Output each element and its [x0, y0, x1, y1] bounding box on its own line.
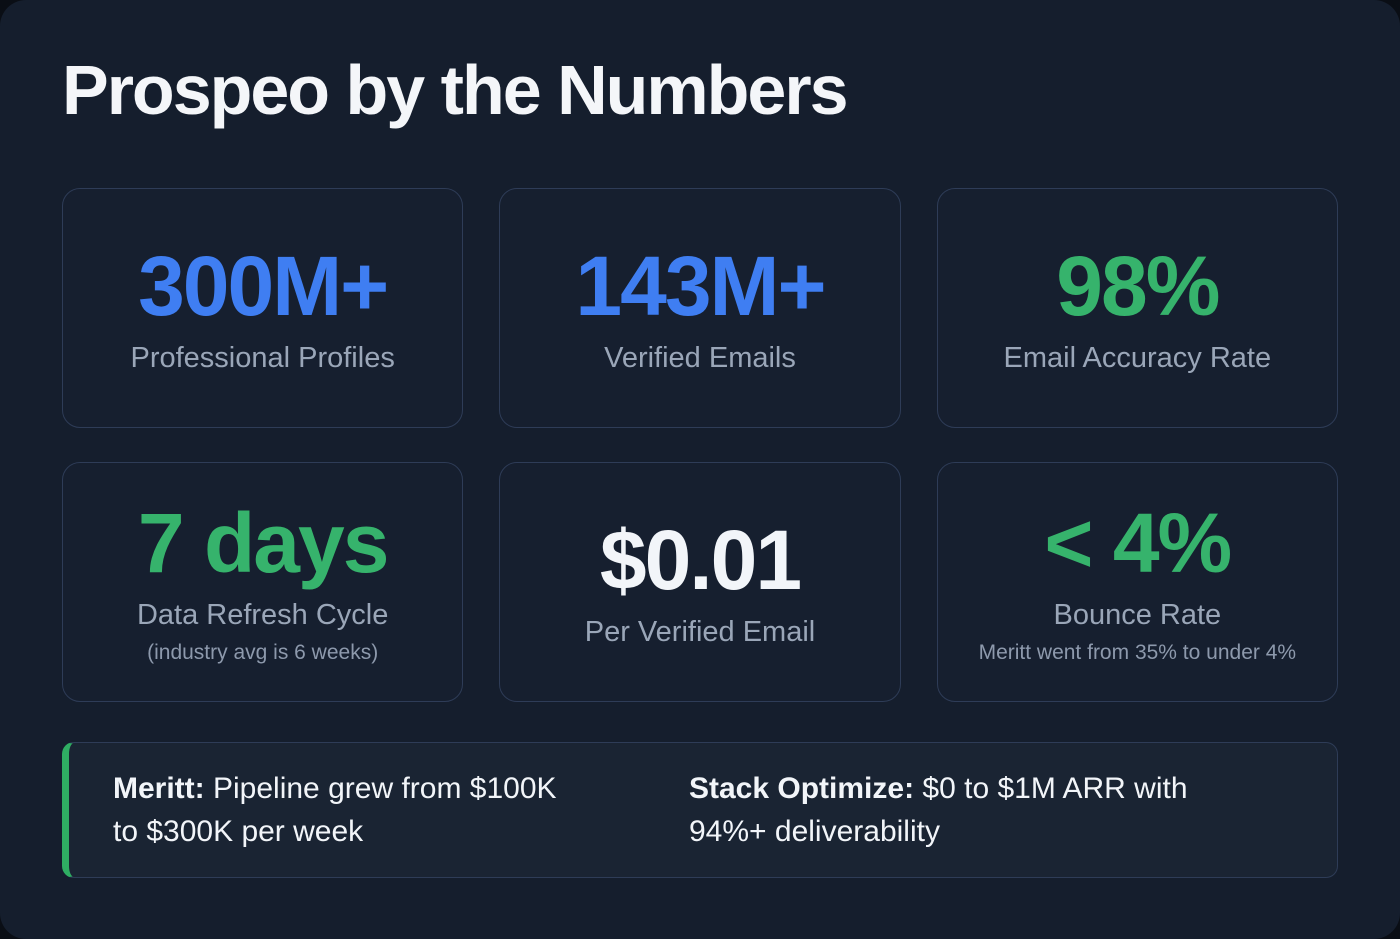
stat-label: Verified Emails — [604, 342, 796, 374]
banner-lead: Stack Optimize: — [689, 772, 915, 805]
stat-label: Data Refresh Cycle — [136, 599, 389, 631]
stat-value: < 4% — [1044, 496, 1232, 590]
stat-value: $0.01 — [599, 513, 802, 607]
banner-meritt-result: Meritt: Pipeline grew from $100K to $300… — [69, 767, 689, 853]
stats-grid: 300M+ Professional Profiles 143M+ Verifi… — [62, 188, 1338, 702]
stat-label: Professional Profiles — [130, 342, 395, 374]
banner-text: $0 to $1M ARR with 94%+ deliverability — [689, 772, 1188, 848]
stat-card-cost-per-email: $0.01 Per Verified Email — [499, 462, 901, 702]
stat-value: 143M+ — [575, 239, 826, 333]
stat-card-data-refresh: 7 days Data Refresh Cycle (industry avg … — [62, 462, 464, 702]
stat-value: 7 days — [137, 496, 390, 590]
stat-note: (industry avg is 6 weeks) — [147, 641, 379, 664]
banner-text: Pipeline grew from $100K to $300K per we… — [113, 772, 557, 848]
stat-card-email-accuracy: 98% Email Accuracy Rate — [936, 188, 1338, 428]
stat-label: Bounce Rate — [1053, 599, 1222, 631]
stat-label: Per Verified Email — [584, 616, 816, 648]
results-banner: Meritt: Pipeline grew from $100K to $300… — [62, 742, 1338, 878]
banner-lead: Meritt: — [113, 772, 205, 805]
banner-stack-optimize-result: Stack Optimize: $0 to $1M ARR with 94%+ … — [689, 767, 1337, 853]
stat-note: Meritt went from 35% to under 4% — [978, 641, 1297, 664]
stat-card-verified-emails: 143M+ Verified Emails — [499, 188, 901, 428]
stat-value: 98% — [1056, 239, 1220, 333]
stat-value: 300M+ — [138, 239, 389, 333]
stat-card-professional-profiles: 300M+ Professional Profiles — [62, 188, 464, 428]
stat-label: Email Accuracy Rate — [1003, 342, 1272, 374]
stat-card-bounce-rate: < 4% Bounce Rate Meritt went from 35% to… — [936, 462, 1338, 702]
page-title: Prospeo by the Numbers — [62, 51, 849, 129]
